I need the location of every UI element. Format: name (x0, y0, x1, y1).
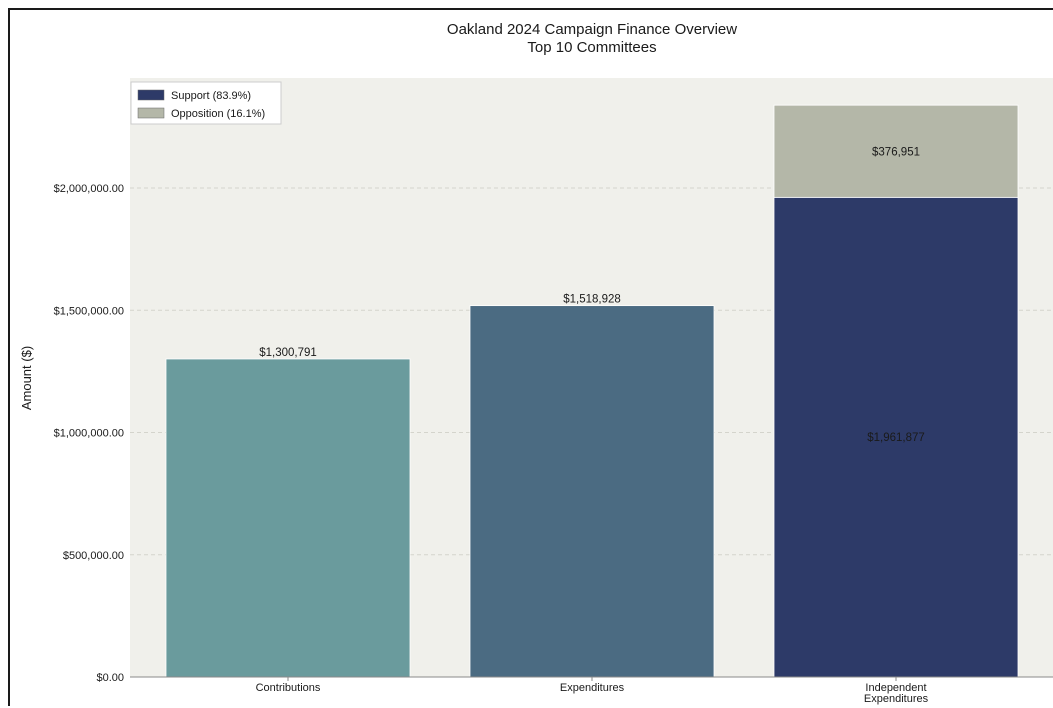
y-tick-label: $500,000.00 (63, 550, 124, 562)
chart-svg: Oakland 2024 Campaign Finance Overview T… (19, 21, 1053, 705)
chart-title: Oakland 2024 Campaign Finance Overview (447, 21, 737, 38)
y-tick-label: $1,000,000.00 (54, 428, 124, 440)
y-axis-label: Amount ($) (19, 346, 34, 410)
x-tick-label: Independent (865, 682, 926, 694)
bar-segment (165, 358, 411, 678)
y-tick-label: $2,000,000.00 (54, 183, 124, 195)
bar-segment (773, 104, 1019, 198)
legend-label: Support (83.9%) (171, 90, 251, 102)
bar-value-label: $1,300,791 (259, 347, 317, 359)
y-tick-label: $0.00 (96, 672, 124, 684)
x-axis-ticks: Contributions Expenditures IndependentExpe… (256, 677, 929, 705)
bar-value-label: $1,518,928 (563, 294, 621, 306)
bar-value-label: $376,951 (872, 146, 920, 158)
legend-swatch (137, 107, 165, 119)
x-tick-label: Expenditures (560, 682, 625, 694)
x-tick-label: Expenditures (864, 693, 929, 705)
bars: $1,300,791 $1,518,928 $1,961,877 $376,951 (165, 104, 1019, 678)
chart-frame: Oakland 2024 Campaign Finance Overview T… (8, 8, 1053, 706)
y-tick-label: $1,500,000.00 (54, 305, 124, 317)
legend: Support (83.9%) Opposition (16.1%) (130, 81, 282, 125)
bar-value-label: $1,961,877 (867, 432, 925, 444)
chart-subtitle: Top 10 Committees (527, 39, 656, 56)
legend-label: Opposition (16.1%) (171, 108, 265, 120)
y-axis-ticks: $0.00 $500,000.00 $1,000,000.00 $1,500,000.… (54, 183, 124, 684)
x-tick-label: Contributions (256, 682, 321, 694)
bar-segment (469, 305, 715, 678)
legend-swatch (137, 89, 165, 101)
